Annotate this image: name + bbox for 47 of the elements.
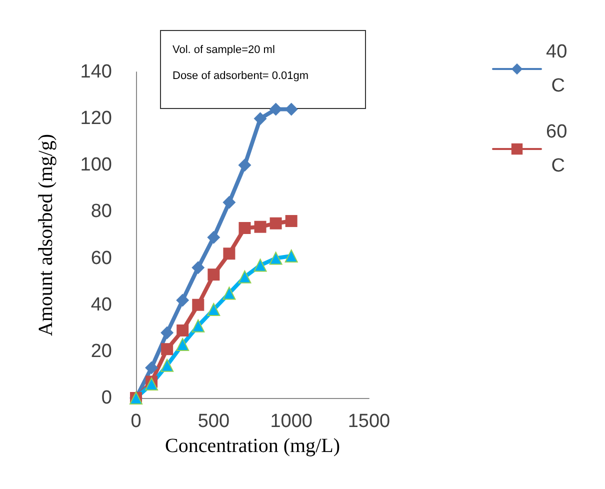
point xyxy=(238,222,251,234)
point xyxy=(284,102,298,116)
point xyxy=(161,343,174,356)
point xyxy=(207,230,220,244)
point xyxy=(254,112,267,126)
legend-label: 40 C xyxy=(546,42,568,96)
y-tick-label: 80 xyxy=(90,201,112,222)
x-tick-label: 1500 xyxy=(348,411,390,432)
point xyxy=(223,248,236,260)
text: Vol. of sample=20 ml xyxy=(172,44,275,56)
y-tick-label: 0 xyxy=(101,388,112,408)
point xyxy=(176,294,190,307)
x-tick-label: 0 xyxy=(130,411,142,432)
legend-label: 60 C xyxy=(546,122,568,176)
point xyxy=(145,378,158,391)
point xyxy=(160,326,174,340)
point xyxy=(176,338,190,351)
point xyxy=(254,220,266,233)
y-tick-label: 140 xyxy=(80,62,112,82)
point xyxy=(176,324,189,336)
point xyxy=(145,361,158,374)
annotation: Dose of adsorbent= 0.01gm xyxy=(172,70,309,82)
point xyxy=(192,261,205,274)
y-tick-label: 60 xyxy=(90,248,112,269)
point xyxy=(269,252,282,265)
point xyxy=(238,270,252,284)
point xyxy=(254,258,267,272)
point xyxy=(238,158,252,172)
point xyxy=(285,215,298,228)
point xyxy=(208,268,220,281)
point xyxy=(207,303,220,316)
point xyxy=(269,102,282,116)
point xyxy=(222,196,236,209)
y-tick-label: 100 xyxy=(80,154,112,176)
y-tick-label: 120 xyxy=(80,108,112,130)
y-axis-title: Amount adsorbed (mg/g) xyxy=(35,134,57,336)
x-tick-label: 1000 xyxy=(270,411,312,432)
point xyxy=(222,286,236,300)
point xyxy=(192,319,205,332)
x-axis-title: Concentration (mg/L) xyxy=(165,434,340,457)
point xyxy=(192,298,204,311)
y-tick-label: 40 xyxy=(90,294,112,316)
y-tick-label: 20 xyxy=(90,340,112,362)
point xyxy=(284,249,298,262)
point xyxy=(270,217,282,230)
x-tick-label: 500 xyxy=(198,411,230,432)
point xyxy=(160,358,174,372)
